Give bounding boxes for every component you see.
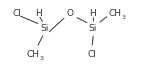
Text: Cl: Cl bbox=[13, 9, 22, 18]
Text: O: O bbox=[66, 9, 73, 18]
Text: Cl: Cl bbox=[87, 50, 96, 59]
Text: Si: Si bbox=[40, 24, 49, 33]
Text: 3: 3 bbox=[40, 56, 44, 60]
Text: CH: CH bbox=[27, 50, 40, 59]
Text: CH: CH bbox=[109, 9, 122, 18]
Text: H: H bbox=[35, 9, 42, 18]
Text: Si: Si bbox=[89, 24, 97, 33]
Text: H: H bbox=[90, 9, 96, 18]
Text: 3: 3 bbox=[121, 15, 125, 20]
